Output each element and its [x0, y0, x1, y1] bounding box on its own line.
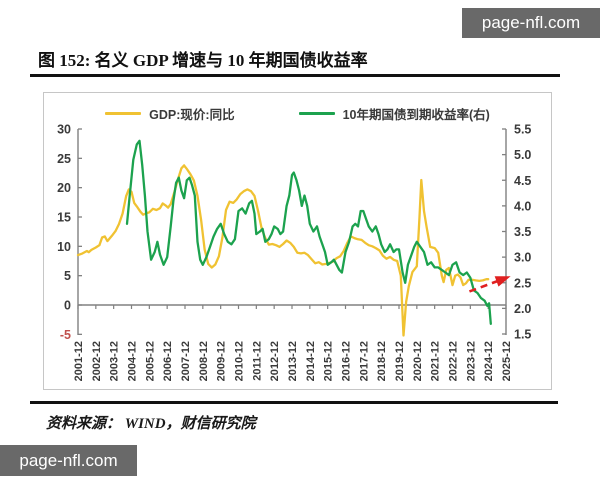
left-axis-label: 30 — [57, 123, 71, 137]
left-axis-label: 15 — [57, 211, 71, 225]
source-note: 资料来源： WIND，财信研究院 — [46, 416, 256, 432]
right-axis-label: 2.0 — [514, 302, 531, 316]
x-axis-label: 2015-12 — [323, 341, 335, 381]
x-axis-label: 2013-12 — [287, 341, 299, 381]
right-axis-label: 5.5 — [514, 123, 531, 137]
chart-canvas: 30 25 20 15 10 5 0 -5 5.5 5.0 4.5 4.0 3.5 3.0 2.5 2.0 1.… — [57, 123, 531, 382]
watermark-text: page-nfl.com — [481, 13, 581, 32]
x-axis-label: 2014-12 — [305, 341, 317, 381]
gdp-line-swatch — [105, 112, 142, 115]
x-axis-label: 2018-12 — [376, 341, 388, 381]
x-axis-label: 2025-12 — [501, 341, 513, 381]
x-axis-label: 2004-12 — [127, 341, 139, 381]
x-axis-label: 2011-12 — [251, 341, 263, 381]
x-axis-label: 2017-12 — [358, 341, 370, 381]
x-axis-label: 2016-12 — [341, 341, 353, 381]
x-axis-label: 2024-12 — [483, 341, 495, 381]
watermark-text: page-nfl.com — [19, 450, 118, 470]
forecast-arrowhead — [494, 276, 511, 287]
x-axis-label: 2023-12 — [465, 341, 477, 381]
left-axis-label: 10 — [57, 240, 71, 254]
right-axis-label: 3.5 — [514, 225, 531, 239]
x-axis-label: 2007-12 — [180, 341, 192, 381]
watermark-bottom-left: page-nfl.com — [0, 445, 137, 476]
figure-title: 图 152: 名义 GDP 增速与 10 年期国债收益率 — [38, 51, 368, 70]
left-axis-label: -5 — [60, 328, 71, 342]
x-axis-label: 2006-12 — [162, 341, 174, 381]
left-axis-label: 0 — [64, 299, 71, 313]
x-axis-label: 2021-12 — [430, 341, 442, 381]
legend-item-bond-yield: 10年期国债到期收益率(右) — [298, 104, 490, 123]
figure-bottom-rule — [30, 401, 558, 404]
x-axis-label: 2001-12 — [73, 341, 85, 381]
watermark-top-right: page-nfl.com — [462, 8, 600, 38]
bond-yield-line-swatch — [298, 112, 335, 115]
x-axis-label: 2008-12 — [198, 341, 210, 381]
right-axis-label: 2.5 — [514, 276, 531, 290]
chart-panel: GDP:现价:同比 10年期国债到期收益率(右) 30 25 20 15 10 5 0 -5 5… — [43, 92, 552, 390]
right-axis-label: 1.5 — [514, 328, 531, 342]
x-axis-label: 2002-12 — [91, 341, 103, 381]
left-axis-label: 25 — [57, 152, 71, 166]
x-axis-label: 2010-12 — [234, 341, 246, 381]
gdp-line — [76, 164, 490, 337]
legend-label-bond-yield: 10年期国债到期收益率(右) — [342, 108, 490, 122]
legend-label-gdp: GDP:现价:同比 — [149, 108, 235, 122]
right-axis-label: 4.5 — [514, 174, 531, 188]
chart-legend: GDP:现价:同比 10年期国债到期收益率(右) — [44, 104, 551, 123]
x-axis-label: 2022-12 — [448, 341, 460, 381]
x-axis-label: 2003-12 — [109, 341, 121, 381]
legend-item-gdp: GDP:现价:同比 — [105, 104, 235, 123]
right-axis-label: 3.0 — [514, 251, 531, 265]
left-axis-label: 5 — [64, 269, 71, 283]
forecast-arrow — [468, 276, 508, 293]
x-axis-label: 2005-12 — [144, 341, 156, 381]
x-axis-label: 2009-12 — [216, 341, 228, 381]
left-axis-label: 20 — [57, 181, 71, 195]
right-axis-label: 5.0 — [514, 148, 531, 162]
title-rule — [30, 74, 560, 77]
right-axis-label: 4.0 — [514, 199, 531, 213]
x-axis-label: 2020-12 — [412, 341, 424, 381]
x-axis-label: 2012-12 — [269, 341, 281, 381]
x-axis-label: 2019-12 — [394, 341, 406, 381]
bond-yield-line — [125, 139, 492, 325]
